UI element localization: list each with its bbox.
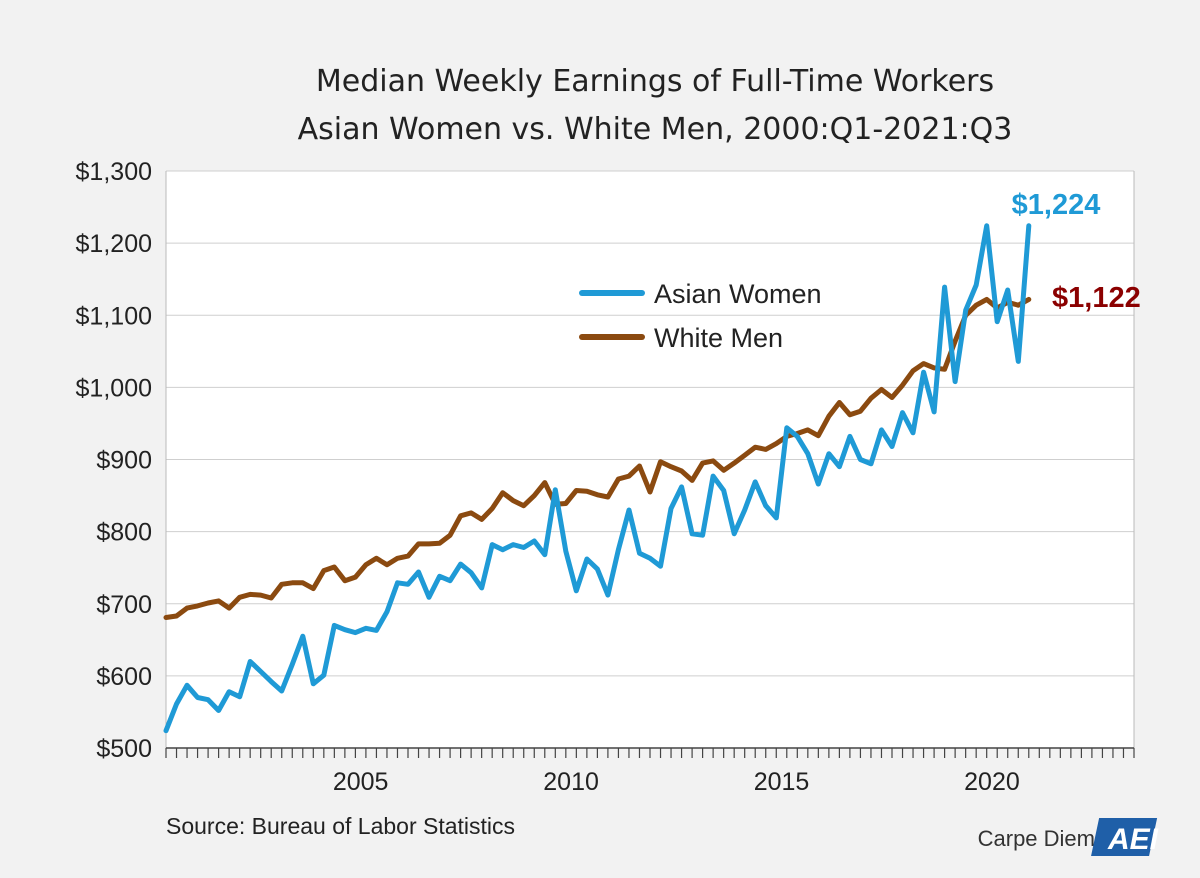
gridlines: [165, 170, 1135, 749]
y-tick-label: $700: [96, 591, 152, 619]
x-axis: 2005 2010 2015 2020: [165, 747, 1135, 796]
y-tick-label: $1,100: [76, 302, 152, 330]
x-tick-label: 2015: [754, 768, 810, 796]
y-axis-ticks: $500 $600 $700 $800 $900 $1,000 $1,100 $1,200 $1…: [76, 158, 152, 763]
legend-label-white-men: White Men: [654, 323, 783, 353]
chart-title-line1: Median Weekly Earnings of Full-Time Work…: [316, 64, 994, 99]
y-tick-label: $900: [96, 447, 152, 475]
brand-text: Carpe Diem: [978, 826, 1095, 851]
series-line-white-men: [163, 296, 1032, 620]
chart-title-line2: Asian Women vs. White Men, 2000:Q1-2021:…: [298, 112, 1013, 147]
aei-logo-text: AEI: [1107, 823, 1159, 856]
series-line-asian-women: [163, 223, 1032, 734]
legend-label-asian-women: Asian Women: [654, 279, 822, 309]
y-tick-label: $600: [96, 663, 152, 691]
x-tick-label: 2010: [543, 768, 599, 796]
y-tick-label: $500: [96, 735, 152, 763]
series-layer: [163, 223, 1032, 734]
end-label-asian-women: $1,224: [1012, 189, 1101, 221]
end-label-white-men: $1,122: [1052, 282, 1141, 314]
source-note: Source: Bureau of Labor Statistics: [166, 813, 515, 839]
aei-logo: AEI: [1091, 818, 1159, 856]
x-tick-label: 2005: [333, 768, 389, 796]
y-tick-label: $800: [96, 519, 152, 547]
y-tick-label: $1,200: [76, 230, 152, 258]
x-tick-label: 2020: [964, 768, 1020, 796]
aei-logo-block: [1091, 818, 1158, 856]
y-tick-label: $1,000: [76, 374, 152, 402]
y-tick-label: $1,300: [76, 158, 152, 186]
legend: Asian Women White Men: [579, 279, 822, 353]
